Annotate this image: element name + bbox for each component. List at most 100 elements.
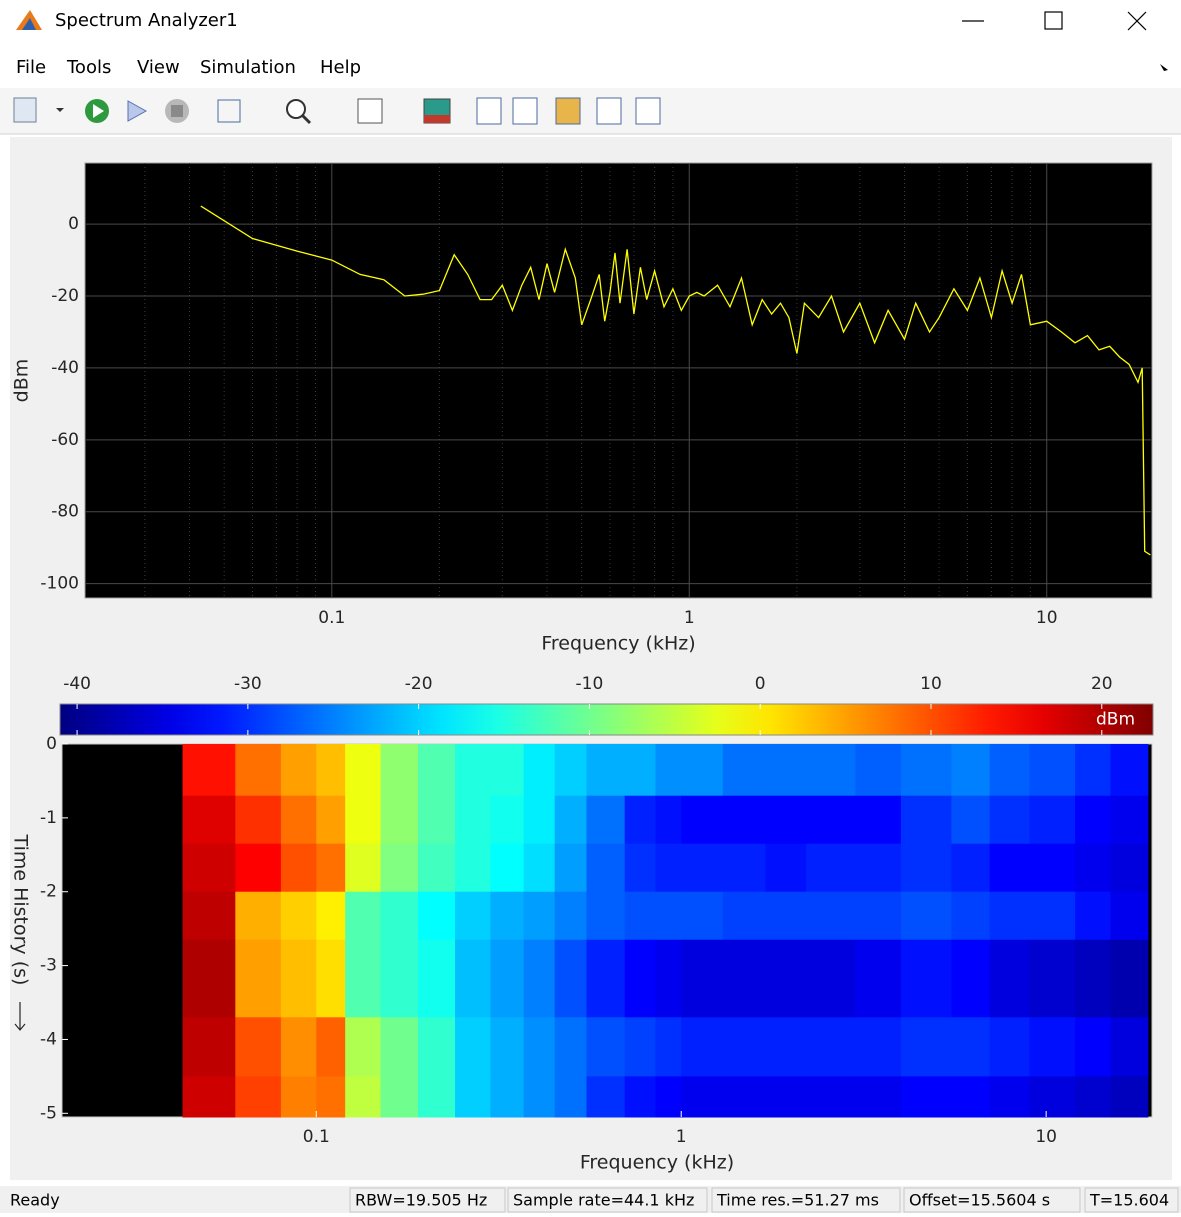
y-axis-label: Time History (s) — [10, 834, 32, 986]
heatmap-cell — [316, 744, 345, 796]
heatmap-cell — [418, 796, 456, 845]
heatmap-cell — [1110, 796, 1148, 845]
colorbar-tick-label: -40 — [63, 674, 91, 694]
menu-item[interactable]: File — [16, 57, 46, 78]
settings-icon[interactable] — [14, 98, 36, 122]
heatmap-cell — [625, 940, 656, 1018]
colorbar-tick-label: 0 — [755, 674, 766, 694]
heatmap-cell — [524, 796, 556, 845]
dock-arrow[interactable] — [1160, 64, 1168, 71]
heatmap-cell — [555, 940, 587, 1018]
spectrum-analyzer-window: Spectrum Analyzer1 File Tools View Simul… — [0, 0, 1181, 1213]
heatmap-cell — [655, 892, 681, 941]
menu-item[interactable]: Help — [320, 57, 361, 78]
heatmap-cell — [681, 1076, 723, 1117]
heatmap-cell — [490, 892, 524, 941]
heatmap-cell — [951, 796, 990, 845]
tool-button[interactable] — [556, 98, 580, 124]
heatmap-cell — [235, 1076, 281, 1117]
heatmap-cell — [455, 744, 491, 796]
heatmap-cell — [681, 940, 723, 1018]
heatmap-cell — [316, 940, 345, 1018]
heatmap-cell — [655, 940, 681, 1018]
menu-item[interactable]: Tools — [66, 57, 111, 78]
heatmap-cell — [555, 1017, 587, 1077]
heatmap-cell — [1110, 892, 1148, 941]
heatmap-cell — [490, 1076, 524, 1117]
heatmap-cell — [1110, 844, 1148, 893]
window-title: Spectrum Analyzer1 — [55, 10, 238, 31]
heatmap-cell — [1075, 1076, 1111, 1117]
heatmap-cell — [1029, 744, 1075, 796]
heatmap-cell — [681, 1017, 723, 1077]
y-tick-label: 0 — [68, 214, 79, 234]
heatmap-cell — [681, 844, 723, 893]
y-tick-label: -60 — [51, 430, 79, 450]
heatmap-cell — [625, 744, 656, 796]
autoscale-button[interactable] — [358, 99, 382, 123]
tool-button[interactable] — [477, 98, 501, 124]
heatmap-cell — [765, 892, 806, 941]
heatmap-cell — [901, 844, 952, 893]
heatmap-cell — [901, 1076, 952, 1117]
heatmap-cell — [1110, 1017, 1148, 1077]
heatmap-cell — [381, 1017, 419, 1077]
menu-item[interactable]: View — [137, 57, 180, 78]
heatmap-cell — [316, 1017, 345, 1077]
tool-button[interactable] — [636, 98, 660, 124]
menu-item[interactable]: Simulation — [200, 57, 296, 78]
heatmap-cell — [555, 796, 587, 845]
heatmap-cell — [1029, 1017, 1075, 1077]
heatmap-cell — [990, 940, 1030, 1018]
x-tick-label: 0.1 — [318, 608, 345, 628]
heatmap-cell — [586, 796, 625, 845]
heatmap-cell — [586, 744, 625, 796]
colorbar — [60, 704, 1153, 735]
heatmap-cell — [524, 892, 556, 941]
heatmap-cell — [555, 744, 587, 796]
heatmap-cell — [418, 1017, 456, 1077]
x-tick-label: 0.1 — [303, 1127, 330, 1147]
heatmap-cell — [806, 940, 856, 1018]
status-text: Time res.=51.27 ms — [716, 1191, 879, 1210]
x-tick-label: 10 — [1036, 608, 1058, 628]
heatmap-cell — [1075, 844, 1111, 893]
heatmap-cell — [1029, 844, 1075, 893]
heatmap-cell — [455, 940, 491, 1018]
heatmap-cell — [806, 744, 856, 796]
heatmap-cell — [951, 744, 990, 796]
heatmap-cell — [723, 844, 766, 893]
y-tick-label: -3 — [40, 956, 57, 976]
heatmap-cell — [1075, 940, 1111, 1018]
heatmap-cell — [316, 892, 345, 941]
heatmap-cell — [655, 1017, 681, 1077]
heatmap-cell — [855, 796, 901, 845]
heatmap-cell — [418, 892, 456, 941]
heatmap-cell — [625, 1076, 656, 1117]
y-tick-label: -2 — [40, 882, 57, 902]
heatmap-cell — [524, 1017, 556, 1077]
status-text: Sample rate=44.1 kHz — [513, 1191, 694, 1210]
heatmap-cell — [345, 744, 381, 796]
x-axis-label: Frequency (kHz) — [580, 1152, 734, 1174]
heatmap-cell — [183, 1017, 236, 1077]
heatmap-cell — [381, 796, 419, 845]
heatmap-cell — [806, 844, 856, 893]
heatmap-cell — [723, 1017, 766, 1077]
heatmap-cell — [655, 744, 681, 796]
heatmap-cell — [235, 892, 281, 941]
heatmap-cell — [281, 744, 317, 796]
heatmap-cell — [1110, 940, 1148, 1018]
heatmap-cell — [281, 796, 317, 845]
status-text: RBW=19.505 Hz — [355, 1191, 487, 1210]
y-tick-label: -4 — [40, 1029, 57, 1049]
colorbar-tick-label: -30 — [234, 674, 262, 694]
heatmap-cell — [490, 1017, 524, 1077]
heatmap-cell — [1029, 1076, 1075, 1117]
tool-button[interactable] — [597, 98, 621, 124]
colorbar-tick-label: 10 — [920, 674, 942, 694]
heatmap-cell — [1029, 940, 1075, 1018]
heatmap-cell — [345, 892, 381, 941]
tool-button[interactable] — [513, 98, 537, 124]
heatmap-cell — [490, 744, 524, 796]
